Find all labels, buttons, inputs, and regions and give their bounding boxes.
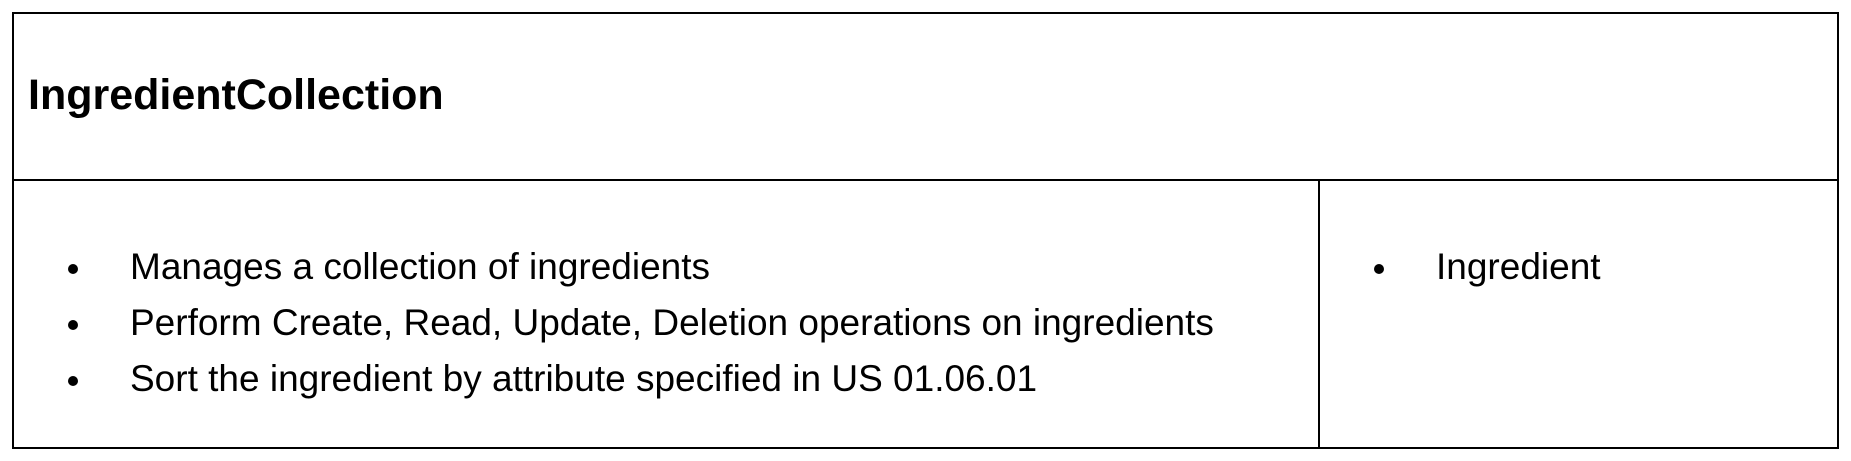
bullet-icon xyxy=(68,376,78,386)
bullet-icon xyxy=(1374,264,1384,274)
class-name-title: IngredientCollection xyxy=(28,71,444,119)
crc-card-header: IngredientCollection xyxy=(14,14,1837,181)
crc-card: IngredientCollection Manages a collectio… xyxy=(12,12,1839,449)
responsibility-text: Manages a collection of ingredients xyxy=(130,246,711,287)
collaborators-panel: Ingredient xyxy=(1320,181,1837,447)
bullet-icon xyxy=(68,264,78,274)
responsibility-text: Sort the ingredient by attribute specifi… xyxy=(130,358,1038,399)
bullet-icon xyxy=(68,320,78,330)
responsibility-text: Perform Create, Read, Update, Deletion o… xyxy=(130,302,1214,343)
collaborator-text: Ingredient xyxy=(1436,246,1601,287)
responsibilities-panel: Manages a collection of ingredients Perf… xyxy=(14,181,1320,447)
